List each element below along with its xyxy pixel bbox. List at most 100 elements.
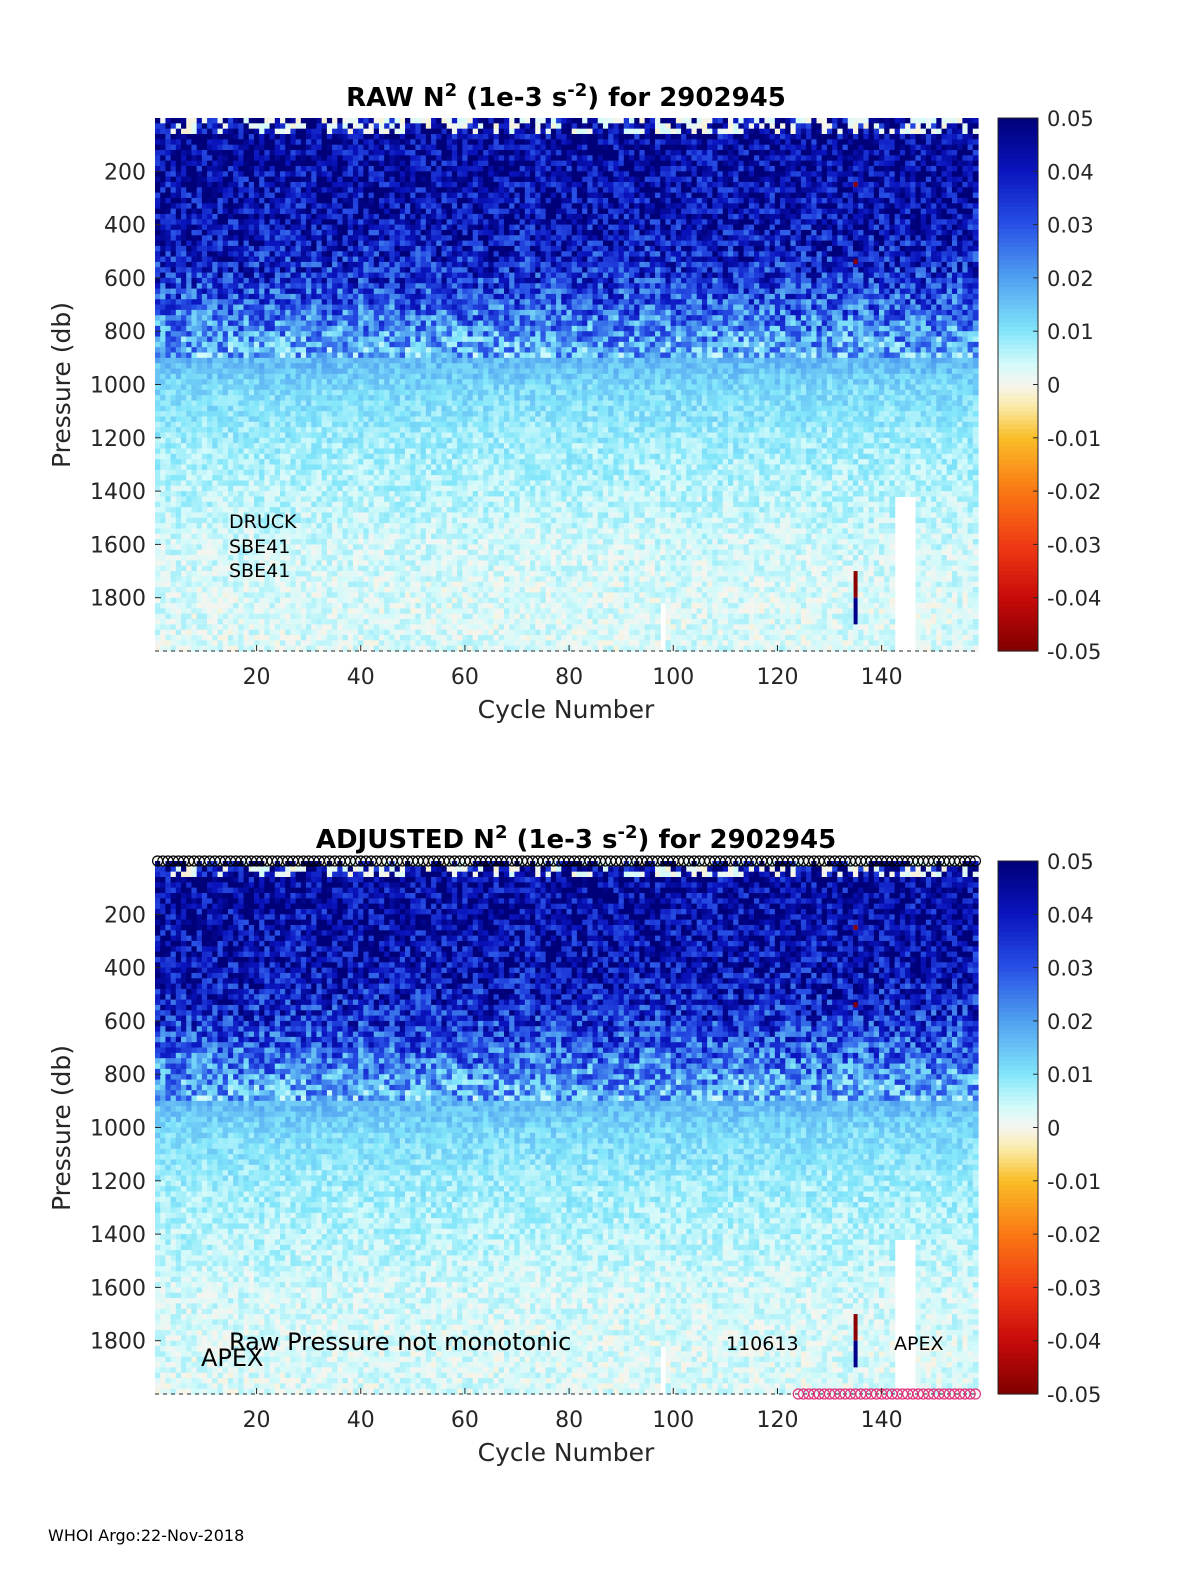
heatmap-cell bbox=[399, 443, 406, 450]
heatmap-cell bbox=[274, 635, 281, 641]
heatmap-cell bbox=[274, 213, 281, 220]
heatmap-cell bbox=[259, 496, 265, 503]
heatmap-cell bbox=[175, 229, 182, 236]
heatmap-cell bbox=[306, 304, 312, 311]
heatmap-cell bbox=[368, 427, 375, 434]
heatmap-cell bbox=[300, 576, 307, 583]
heatmap-cell bbox=[233, 299, 239, 306]
heatmap-cell bbox=[196, 469, 203, 476]
heatmap-cell bbox=[212, 118, 219, 124]
heatmap-cell bbox=[378, 389, 385, 396]
heatmap-cell bbox=[342, 357, 349, 364]
heatmap-cell bbox=[358, 448, 364, 455]
heatmap-cell bbox=[373, 139, 380, 146]
heatmap-cell bbox=[399, 277, 406, 284]
heatmap-cell bbox=[306, 437, 312, 444]
heatmap-cell bbox=[217, 416, 224, 423]
heatmap-cell bbox=[207, 587, 213, 593]
heatmap-cell bbox=[212, 245, 219, 252]
heatmap-cell bbox=[181, 149, 187, 156]
heatmap-cell bbox=[368, 203, 375, 210]
heatmap-cell bbox=[155, 576, 161, 583]
heatmap-cell bbox=[217, 133, 224, 140]
heatmap-cell bbox=[347, 283, 354, 290]
heatmap-cell bbox=[238, 592, 245, 599]
heatmap-cell bbox=[227, 400, 234, 407]
heatmap-cell bbox=[207, 368, 213, 375]
heatmap-cell bbox=[238, 160, 245, 167]
heatmap-cell bbox=[243, 635, 250, 641]
heatmap-cell bbox=[196, 357, 203, 364]
heatmap-cell bbox=[410, 453, 417, 460]
heatmap-cell bbox=[191, 208, 198, 215]
heatmap-cell bbox=[389, 571, 396, 577]
heatmap-cell bbox=[352, 171, 359, 178]
heatmap-cell bbox=[295, 272, 302, 279]
heatmap-cell bbox=[399, 603, 406, 609]
heatmap-cell bbox=[410, 293, 417, 300]
heatmap-cell bbox=[253, 155, 260, 162]
heatmap-cell bbox=[332, 395, 338, 402]
heatmap-cell bbox=[405, 459, 411, 466]
heatmap-cell bbox=[285, 576, 292, 583]
heatmap-cell bbox=[321, 496, 328, 503]
heatmap-cell bbox=[347, 389, 354, 396]
heatmap-cell bbox=[207, 315, 213, 322]
heatmap-cell bbox=[352, 496, 359, 503]
heatmap-cell bbox=[378, 171, 385, 178]
heatmap-cell bbox=[358, 187, 364, 194]
heatmap-cell bbox=[321, 443, 328, 450]
heatmap-cell bbox=[233, 208, 239, 215]
heatmap-cell bbox=[389, 347, 396, 354]
heatmap-cell bbox=[274, 437, 281, 444]
heatmap-cell bbox=[155, 400, 161, 407]
heatmap-cell bbox=[300, 165, 307, 172]
heatmap-cell bbox=[300, 608, 307, 615]
heatmap-cell bbox=[326, 181, 333, 188]
heatmap-cell bbox=[191, 459, 198, 466]
heatmap-cell bbox=[358, 395, 364, 402]
heatmap-cell bbox=[280, 144, 286, 151]
heatmap-cell bbox=[186, 165, 193, 172]
heatmap-cell bbox=[233, 571, 239, 577]
heatmap-cell bbox=[300, 341, 307, 348]
heatmap-cell bbox=[321, 267, 328, 274]
heatmap-cell bbox=[332, 384, 338, 391]
heatmap-cell bbox=[410, 432, 417, 439]
heatmap-cell bbox=[253, 171, 260, 178]
heatmap-cell bbox=[280, 283, 286, 290]
heatmap-cell bbox=[186, 187, 193, 194]
heatmap-cell bbox=[165, 192, 172, 199]
heatmap-cell bbox=[285, 411, 292, 418]
heatmap-cell bbox=[233, 427, 239, 434]
heatmap-cell bbox=[399, 448, 406, 455]
heatmap-cell bbox=[201, 224, 208, 231]
heatmap-cell bbox=[175, 624, 182, 631]
heatmap-cell bbox=[321, 197, 328, 204]
heatmap-cell bbox=[300, 197, 307, 204]
heatmap-cell bbox=[405, 373, 411, 380]
heatmap-cell bbox=[170, 453, 177, 460]
heatmap-cell bbox=[259, 165, 265, 172]
heatmap-cell bbox=[264, 576, 271, 583]
heatmap-cell bbox=[280, 267, 286, 274]
heatmap-cell bbox=[394, 427, 401, 434]
heatmap-cell bbox=[347, 416, 354, 423]
heatmap-cell bbox=[175, 277, 182, 284]
heatmap-cell bbox=[337, 261, 344, 268]
heatmap-cell bbox=[264, 619, 271, 625]
heatmap-cell bbox=[311, 251, 318, 258]
heatmap-cell bbox=[280, 357, 286, 364]
heatmap-cell bbox=[399, 389, 406, 396]
heatmap-cell bbox=[363, 603, 370, 609]
heatmap-cell bbox=[290, 187, 297, 194]
heatmap-cell bbox=[405, 368, 411, 375]
heatmap-cell bbox=[160, 491, 167, 498]
heatmap-cell bbox=[378, 325, 385, 332]
heatmap-cell bbox=[181, 635, 187, 641]
heatmap-cell bbox=[155, 245, 161, 252]
heatmap-cell bbox=[269, 469, 276, 476]
heatmap-cell bbox=[243, 256, 250, 263]
heatmap-cell bbox=[311, 624, 318, 631]
heatmap-cell bbox=[207, 357, 213, 364]
